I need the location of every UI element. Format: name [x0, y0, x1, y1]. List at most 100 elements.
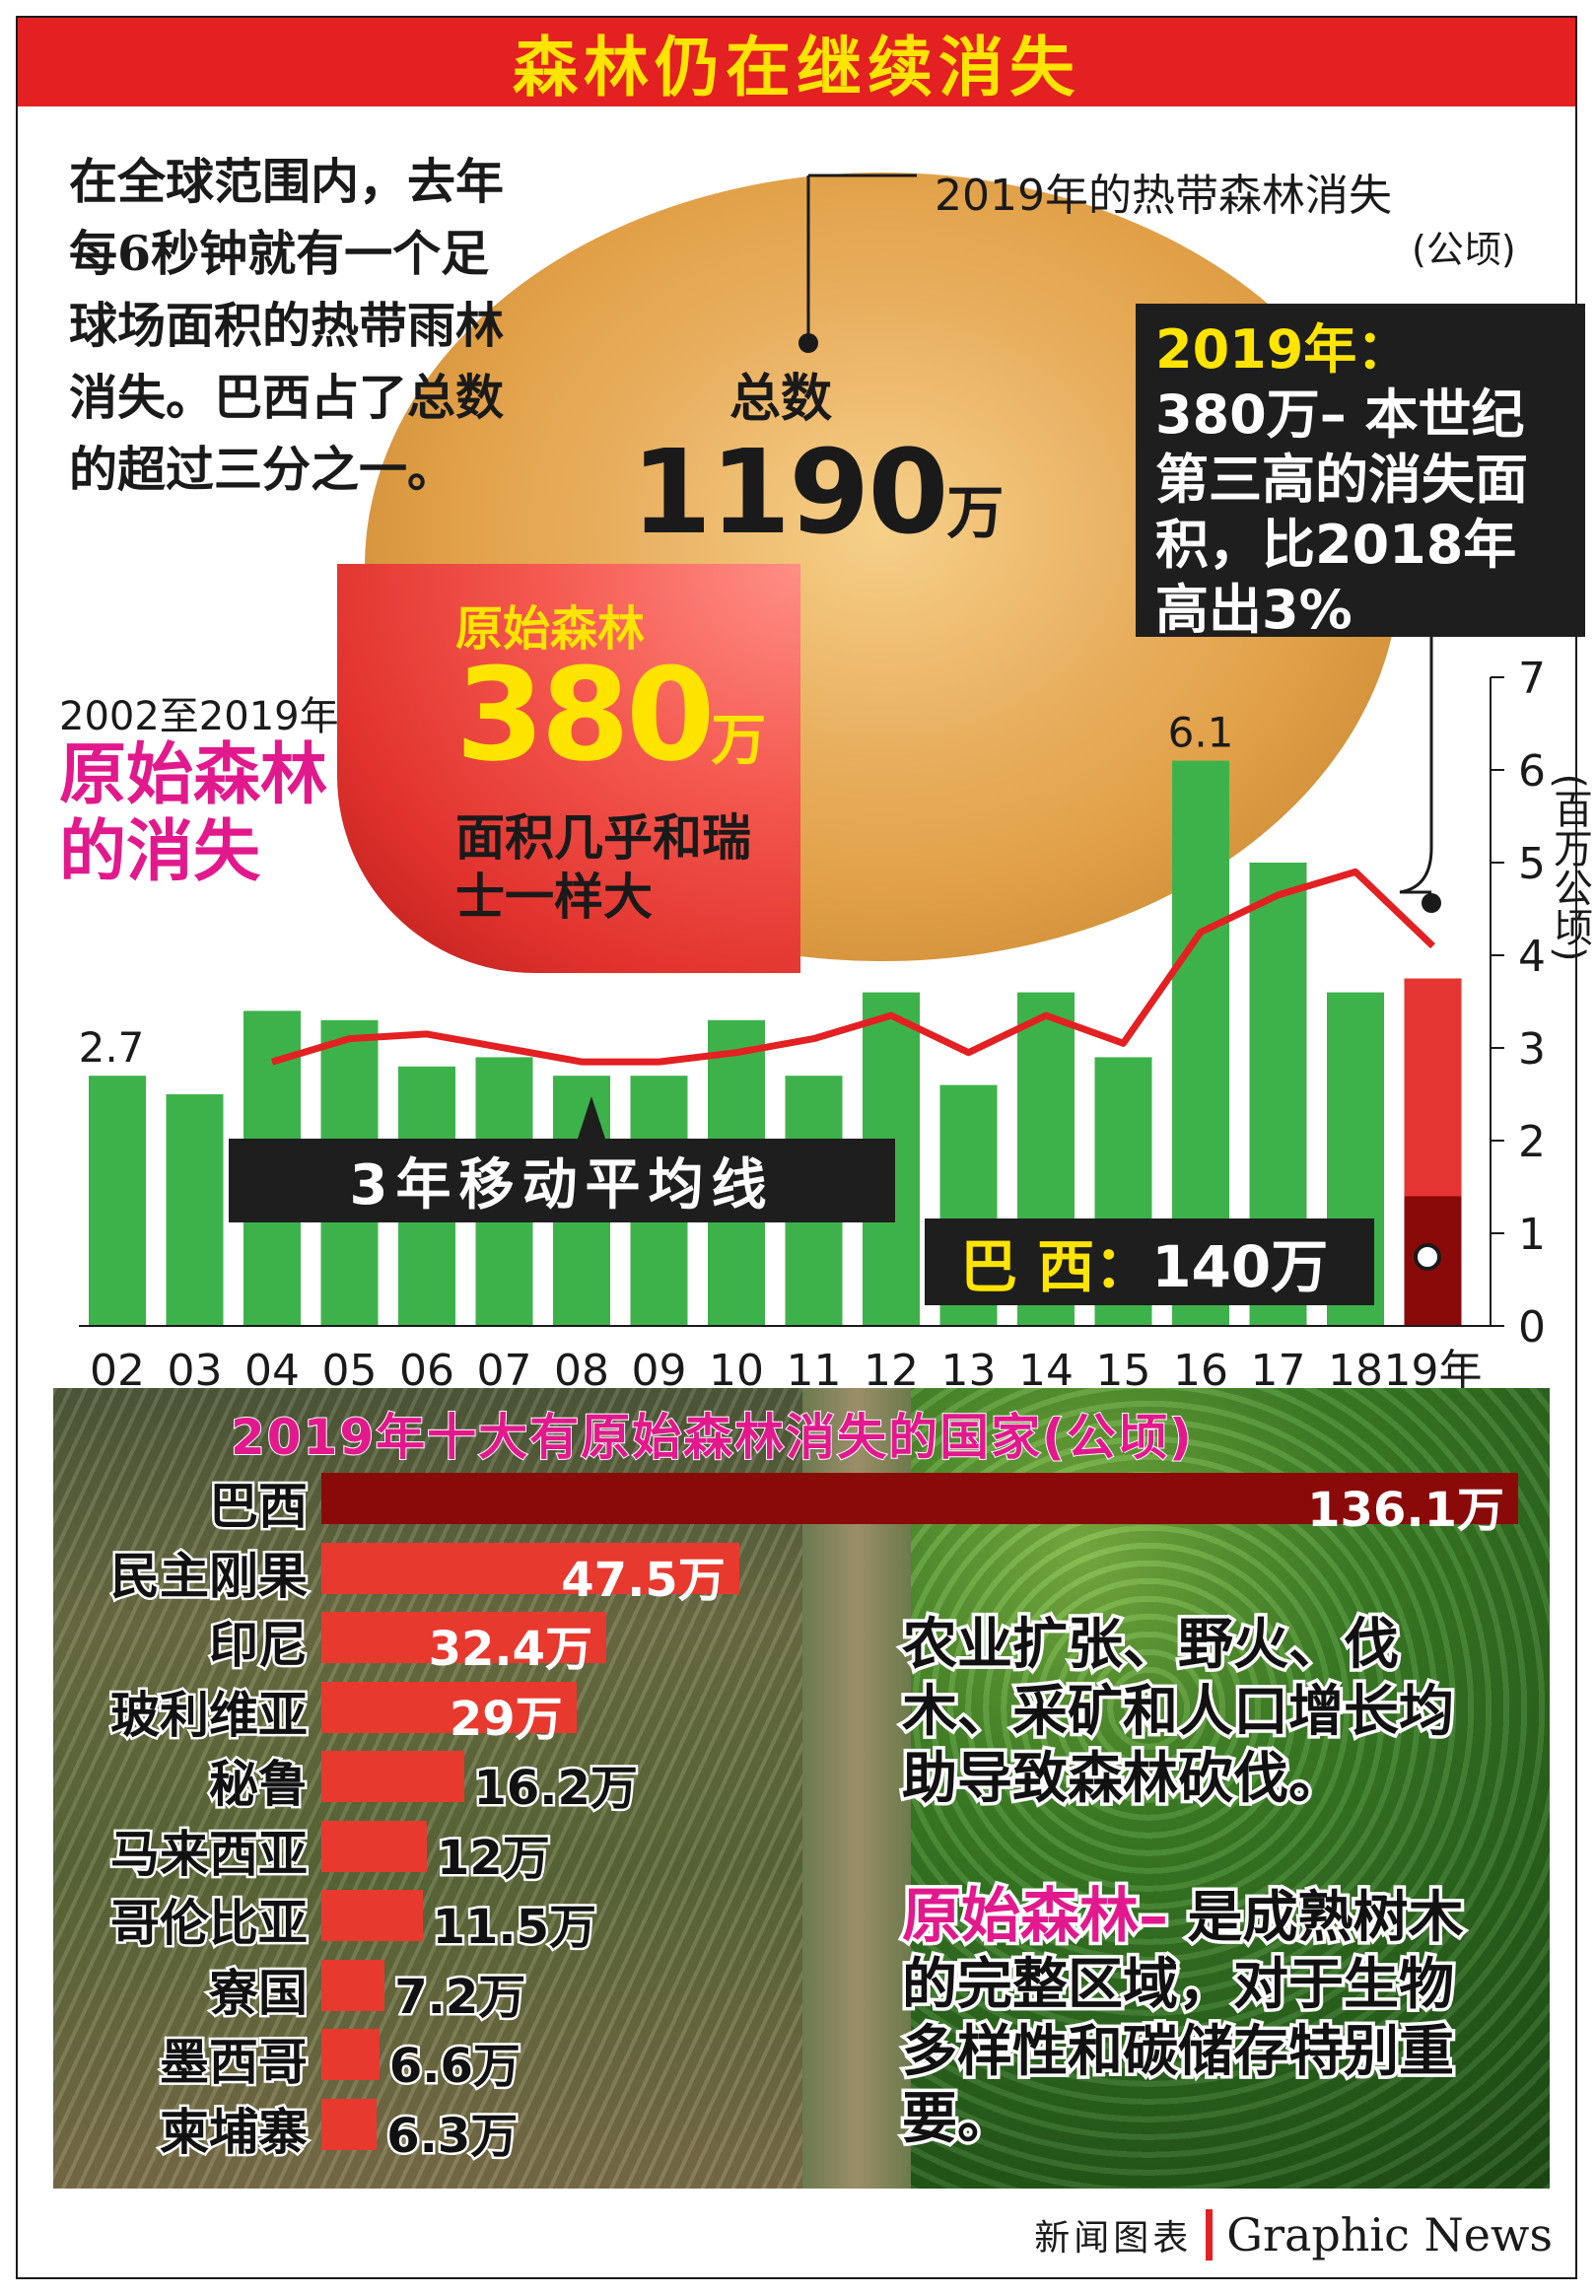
country-name: 玻利维亚 [108, 1684, 311, 1746]
country-bar [321, 1751, 464, 1802]
callout-2019: 2019年： 380万– 本世纪第三高的消失面积，比2018年高出3% [1136, 304, 1585, 641]
country-bar [321, 2029, 380, 2080]
country-bar [321, 1612, 606, 1663]
ticks-layer: 02 03 04 05 06 07 08 09 10 11 12 13 14 15 16 17 18 19年012… [79, 654, 1592, 1396]
x-tick-label: 13 [941, 1346, 997, 1396]
country-value: 136.1万 [1307, 1483, 1504, 1538]
primary-number: 380 [455, 640, 715, 790]
bar-03 [166, 1094, 224, 1326]
x-tick-label: 03 [168, 1346, 223, 1396]
total-value: 1190万 [631, 424, 1004, 560]
value-label-16: 6.1 [1168, 709, 1234, 757]
y-tick-label: 4 [1518, 932, 1546, 982]
frame-border [16, 16, 1577, 2279]
country-name: 巴西 [207, 1476, 311, 1538]
brazil-callout: 巴 西： 140万 [925, 1218, 1374, 1305]
y-tick-label: 7 [1518, 654, 1546, 704]
total-dot [798, 333, 818, 353]
y-tick-label: 6 [1518, 746, 1546, 797]
x-tick-label: 09 [632, 1346, 687, 1396]
country-value: 29万 [449, 1691, 563, 1747]
annotation-layer: 2.7 6.1 [79, 174, 1441, 1271]
country-name: 民主刚果 [108, 1545, 311, 1607]
ma-pointer [578, 1096, 605, 1139]
country-name: 马来西亚 [108, 1823, 311, 1885]
callout-2019-leader [1399, 637, 1433, 894]
country-bar [321, 2098, 378, 2150]
callout-2019-dot [1422, 893, 1441, 913]
country-bar [321, 1473, 1518, 1524]
country-bar [321, 1890, 423, 1941]
y-tick-label: 2 [1518, 1117, 1546, 1167]
country-name: 寮国 [207, 1962, 311, 2024]
country-value: 11.5万 [430, 1898, 598, 1958]
country-name: 柬埔寨 [158, 2101, 311, 2163]
countries-title: 2019年十大有原始森林消失的国家(公顷) [230, 1408, 1194, 1467]
y-tick-label: 3 [1518, 1024, 1546, 1075]
credit-divider [1206, 2209, 1214, 2261]
causes-text: 农业扩张、野火、伐木、采矿和人口增长均助导致森林砍伐。 [899, 1610, 1458, 1815]
x-tick-label: 18 [1328, 1346, 1383, 1396]
country-value: 7.2万 [392, 1967, 528, 2027]
x-tick-label: 11 [787, 1346, 842, 1396]
credit-en: Graphic News [1226, 2208, 1553, 2261]
moving-average-line [270, 868, 1435, 1066]
country-value: 6.6万 [386, 2037, 522, 2097]
value-label-02: 2.7 [79, 1023, 145, 1072]
x-tick-label: 15 [1096, 1346, 1151, 1396]
x-tick-label: 08 [554, 1346, 609, 1396]
x-tick-label: 10 [709, 1346, 764, 1396]
log-primary-forest-segment [337, 564, 800, 973]
credit-cn: 新闻图表 [1034, 2218, 1193, 2259]
country-value: 6.3万 [384, 2106, 520, 2166]
brazil-dot [1414, 1243, 1441, 1271]
primary-forest-label: 原始森林 [455, 601, 646, 657]
brazil-callout-value: 140万 [1151, 1233, 1329, 1300]
total-number: 1190 [631, 424, 948, 560]
country-bar [321, 1959, 385, 2011]
country-value: 16.2万 [471, 1759, 640, 1819]
credit: 新闻图表 Graphic News [1034, 2208, 1553, 2261]
country-name: 墨西哥 [158, 2032, 311, 2094]
x-tick-label: 06 [399, 1346, 454, 1396]
country-value: 32.4万 [428, 1622, 593, 1677]
callout-2019-body: 380万– 本世纪第三高的消失面积，比2018年高出3% [1155, 383, 1528, 641]
country-value: 12万 [435, 1828, 553, 1888]
definition-body: 是成熟树木的完整区域，对于生物多样性和碳储存特别重要。 [899, 1883, 1467, 2155]
brazil-callout-name: 巴 西： [960, 1233, 1152, 1300]
tropical-loss-unit: (公顷) [1412, 228, 1516, 271]
x-tick-label: 12 [864, 1346, 919, 1396]
primary-forest-value: 380万 [455, 651, 766, 779]
x-tick-label: 07 [477, 1346, 532, 1396]
bar-02 [89, 1076, 146, 1326]
country-value: 47.5万 [561, 1552, 726, 1608]
x-tick-label: 17 [1251, 1346, 1306, 1396]
x-tick-label: 14 [1018, 1346, 1074, 1396]
x-tick-label: 04 [244, 1346, 300, 1396]
section-title: 原始森林的消失 [59, 736, 328, 891]
country-name: 秘鲁 [207, 1754, 311, 1816]
definition-text: 原始森林– 是成熟树木的完整区域，对于生物多样性和碳储存特别重要。 [899, 1880, 1493, 2155]
country-bar [321, 1820, 428, 1872]
country-bar [321, 1681, 577, 1733]
country-name: 印尼 [207, 1615, 311, 1677]
y-axis-title: (百万公顷) [1547, 773, 1592, 961]
x-tick-label: 19年 [1384, 1346, 1483, 1396]
line-layer [270, 868, 1435, 1066]
intro-text: 在全球范围内，去年每6秒钟就有一个足球场面积的热带雨林消失。巴西占了总数的超过三… [69, 153, 505, 498]
section-subtitle: 2002至2019年 [59, 694, 339, 739]
y-tick-label: 0 [1518, 1302, 1546, 1353]
y-tick-label: 1 [1518, 1210, 1546, 1260]
total-label: 总数 [729, 370, 833, 429]
total-unit: 万 [946, 479, 1004, 546]
country-name: 哥伦比亚 [108, 1893, 311, 1955]
y-tick-label: 5 [1518, 839, 1546, 889]
country-bar [321, 1542, 739, 1594]
definition-term: 原始森林– [899, 1880, 1172, 1954]
title-bar: 森林仍在继续消失 [18, 18, 1575, 106]
primary-forest-note: 面积几乎和瑞士一样大 [455, 809, 751, 926]
x-tick-label: 05 [322, 1346, 378, 1396]
callout-2019-heading: 2019年： [1155, 318, 1411, 381]
primary-unit: 万 [711, 709, 766, 773]
